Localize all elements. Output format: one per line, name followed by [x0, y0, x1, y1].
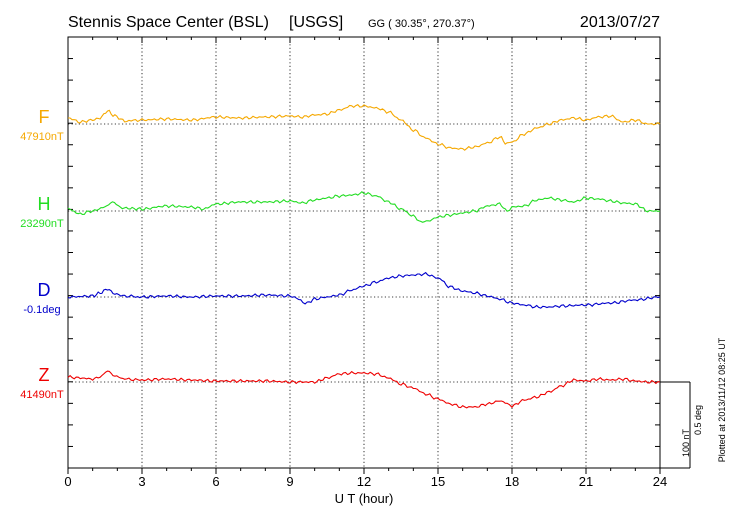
- x-tick-label-12: 12: [357, 474, 371, 489]
- x-tick-label-6: 6: [212, 474, 219, 489]
- x-tick-label-21: 21: [579, 474, 593, 489]
- station-title: Stennis Space Center (BSL): [68, 14, 269, 31]
- x-tick-labels-layer: 0 3 6 9 12 15 18 21 24: [64, 474, 667, 489]
- scale-bar: 100 nT 0.5 deg: [660, 381, 703, 469]
- series-line-f: [68, 104, 661, 151]
- channel-labels-layer: F 47910nT H 23290nT D -0.1deg Z 41490nT: [20, 107, 64, 401]
- channel-baseline-f: 47910nT: [20, 131, 64, 143]
- channel-name-z: Z: [39, 365, 50, 385]
- baselines-layer: [68, 123, 660, 383]
- channel-baseline-d: -0.1deg: [23, 304, 60, 316]
- x-tick-label-15: 15: [431, 474, 445, 489]
- series-line-h: [67, 190, 661, 223]
- series-line-d: [67, 271, 661, 309]
- series-line-z: [67, 370, 661, 409]
- network-label: [USGS]: [289, 14, 343, 31]
- x-tick-label-18: 18: [505, 474, 519, 489]
- scale-nt-label: 100 nT: [681, 428, 691, 457]
- date-label: 2013/07/27: [580, 14, 660, 31]
- x-tick-label-3: 3: [138, 474, 145, 489]
- x-tick-label-24: 24: [653, 474, 667, 489]
- channel-baseline-z: 41490nT: [20, 389, 64, 401]
- channel-baseline-h: 23290nT: [20, 218, 64, 230]
- x-tick-label-9: 9: [286, 474, 293, 489]
- scale-deg-label: 0.5 deg: [693, 405, 703, 435]
- series-layer: [67, 104, 661, 409]
- plot-frame: [67, 36, 661, 469]
- plotted-timestamp: Plotted at 2013/11/12 08:25 UT: [717, 337, 727, 462]
- x-tick-label-0: 0: [64, 474, 71, 489]
- channel-name-h: H: [38, 194, 51, 214]
- channel-name-d: D: [38, 280, 51, 300]
- x-axis-label: U T (hour): [335, 491, 394, 506]
- channel-name-f: F: [39, 107, 50, 127]
- coordinates-label: GG ( 30.35°, 270.37°): [368, 18, 475, 30]
